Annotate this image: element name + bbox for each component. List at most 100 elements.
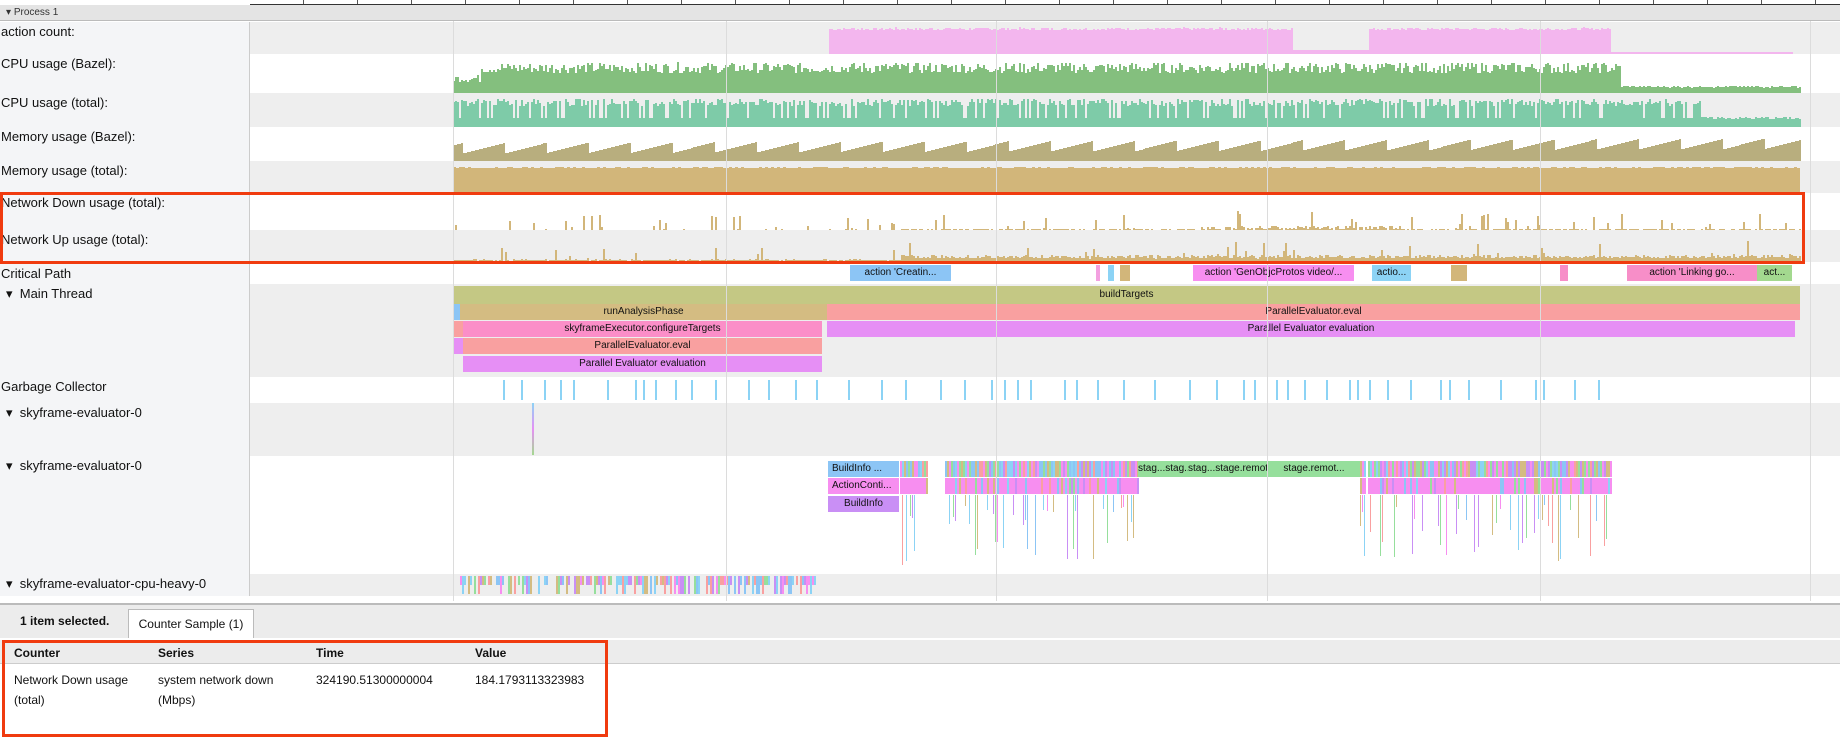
slice-configure-targets[interactable]: skyframeExecutor.configureTargets bbox=[463, 321, 822, 337]
counter-bar[interactable] bbox=[1713, 51, 1715, 54]
counter-bar[interactable] bbox=[1509, 65, 1511, 93]
counter-bar[interactable] bbox=[1387, 28, 1389, 54]
counter-bar[interactable] bbox=[1235, 68, 1237, 93]
gc-event[interactable] bbox=[940, 380, 942, 400]
gc-event[interactable] bbox=[1410, 380, 1412, 400]
counter-bar[interactable] bbox=[1465, 66, 1467, 93]
counter-bar[interactable] bbox=[1149, 68, 1151, 93]
counter-bar[interactable] bbox=[571, 104, 573, 127]
counter-bar[interactable] bbox=[1093, 28, 1095, 54]
counter-bar[interactable] bbox=[1527, 67, 1529, 93]
gc-event[interactable] bbox=[1030, 380, 1032, 400]
counter-bar[interactable] bbox=[1277, 28, 1279, 54]
counter-bar[interactable] bbox=[1457, 63, 1459, 93]
gc-event[interactable] bbox=[1216, 380, 1218, 400]
counter-bar[interactable] bbox=[1707, 51, 1709, 54]
counter-bar[interactable] bbox=[551, 102, 553, 127]
counter-bar[interactable] bbox=[1565, 70, 1567, 93]
counter-bar[interactable] bbox=[559, 100, 561, 127]
counter-bar[interactable] bbox=[803, 101, 805, 127]
counter-bar[interactable] bbox=[1495, 27, 1497, 54]
counter-bar[interactable] bbox=[1521, 70, 1523, 93]
counter-bar[interactable] bbox=[647, 99, 649, 127]
thread-slice[interactable] bbox=[1053, 495, 1054, 512]
counter-bar[interactable] bbox=[1095, 219, 1097, 230]
counter-bar[interactable] bbox=[1061, 28, 1063, 54]
counter-bar[interactable] bbox=[1025, 72, 1027, 93]
counter-bar[interactable] bbox=[719, 100, 721, 127]
counter-bar[interactable] bbox=[1627, 86, 1629, 93]
counter-bar[interactable] bbox=[1179, 27, 1181, 54]
counter-bar[interactable] bbox=[861, 28, 863, 54]
counter-bar[interactable] bbox=[981, 67, 983, 93]
counter-bar[interactable] bbox=[1103, 29, 1105, 54]
counter-bar[interactable] bbox=[687, 66, 689, 93]
counter-bar[interactable] bbox=[631, 100, 633, 127]
counter-bar[interactable] bbox=[541, 65, 543, 93]
counter-bar[interactable] bbox=[1749, 51, 1751, 54]
counter-bar[interactable] bbox=[483, 72, 485, 93]
counter-bar[interactable] bbox=[889, 100, 891, 127]
counter-bar[interactable] bbox=[917, 105, 919, 127]
counter-bar[interactable] bbox=[951, 65, 953, 93]
counter-bar[interactable] bbox=[1001, 28, 1003, 54]
counter-bar[interactable] bbox=[565, 69, 567, 93]
counter-bar[interactable] bbox=[1663, 86, 1665, 93]
counter-bar[interactable] bbox=[1799, 86, 1801, 93]
counter-bar[interactable] bbox=[681, 118, 683, 127]
counter-bar[interactable] bbox=[695, 72, 697, 93]
counter-bar[interactable] bbox=[557, 118, 559, 127]
counter-bar[interactable] bbox=[691, 70, 693, 93]
counter-bar[interactable] bbox=[1585, 67, 1587, 93]
counter-bar[interactable] bbox=[973, 29, 975, 54]
counter-bar[interactable] bbox=[1265, 29, 1267, 54]
counter-bar[interactable] bbox=[1673, 86, 1675, 93]
counter-bar[interactable] bbox=[1687, 86, 1689, 93]
counter-bar[interactable] bbox=[1685, 87, 1687, 93]
counter-bar[interactable] bbox=[1549, 64, 1551, 93]
counter-bar[interactable] bbox=[909, 73, 911, 93]
counter-bar[interactable] bbox=[855, 68, 857, 93]
counter-bar[interactable] bbox=[927, 29, 929, 54]
counter-bar[interactable] bbox=[919, 101, 921, 127]
counter-bar[interactable] bbox=[857, 102, 859, 127]
counter-bar[interactable] bbox=[675, 70, 677, 93]
counter-bar[interactable] bbox=[941, 30, 943, 54]
counter-bar[interactable] bbox=[1551, 29, 1553, 54]
counter-bar[interactable] bbox=[1581, 27, 1583, 54]
counter-bar[interactable] bbox=[861, 101, 863, 127]
counter-bar[interactable] bbox=[1697, 86, 1699, 93]
thread-slice[interactable] bbox=[1121, 495, 1122, 508]
counter-bar[interactable] bbox=[1301, 66, 1303, 93]
gc-event[interactable] bbox=[1254, 380, 1256, 400]
counter-bar[interactable] bbox=[547, 102, 549, 127]
counter-bar[interactable] bbox=[1065, 27, 1067, 54]
counter-bar[interactable] bbox=[1625, 51, 1627, 54]
counter-bar[interactable] bbox=[1435, 73, 1437, 93]
counter-bar[interactable] bbox=[1193, 27, 1195, 54]
counter-bar[interactable] bbox=[1213, 70, 1215, 93]
thread-slice[interactable] bbox=[1380, 495, 1381, 556]
counter-bar[interactable] bbox=[1543, 66, 1545, 93]
counter-bar[interactable] bbox=[1053, 29, 1055, 54]
counter-bar[interactable] bbox=[1415, 27, 1417, 54]
counter-bar[interactable] bbox=[1721, 51, 1723, 54]
counter-bar[interactable] bbox=[1375, 70, 1377, 93]
slice-parallel-evaluator-evaluation-2[interactable]: Parallel Evaluator evaluation bbox=[463, 356, 822, 372]
gc-event[interactable] bbox=[816, 380, 818, 400]
counter-bar[interactable] bbox=[1171, 29, 1173, 54]
counter-bar[interactable] bbox=[525, 68, 527, 93]
counter-bar[interactable] bbox=[921, 100, 923, 127]
counter-bar[interactable] bbox=[1429, 28, 1431, 54]
counter-bar[interactable] bbox=[577, 64, 579, 93]
counter-bar[interactable] bbox=[1479, 28, 1481, 54]
counter-bar[interactable] bbox=[1569, 71, 1571, 93]
counter-bar[interactable] bbox=[1011, 66, 1013, 93]
counter-bar[interactable] bbox=[1355, 68, 1357, 93]
counter-bar[interactable] bbox=[945, 64, 947, 93]
counter-bar[interactable] bbox=[1157, 28, 1159, 54]
counter-bar[interactable] bbox=[1451, 28, 1453, 54]
thread-slice[interactable] bbox=[1396, 495, 1397, 507]
counter-bar[interactable] bbox=[971, 29, 973, 54]
counter-bar[interactable] bbox=[1017, 29, 1019, 54]
